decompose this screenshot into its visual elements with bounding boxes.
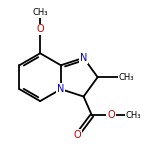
Text: CH₃: CH₃	[125, 111, 141, 120]
Text: O: O	[107, 111, 115, 120]
Text: O: O	[74, 130, 81, 140]
Text: N: N	[57, 84, 65, 94]
Text: N: N	[80, 53, 87, 63]
Text: O: O	[36, 24, 44, 34]
Text: CH₃: CH₃	[32, 8, 48, 17]
Text: CH₃: CH₃	[118, 73, 134, 82]
